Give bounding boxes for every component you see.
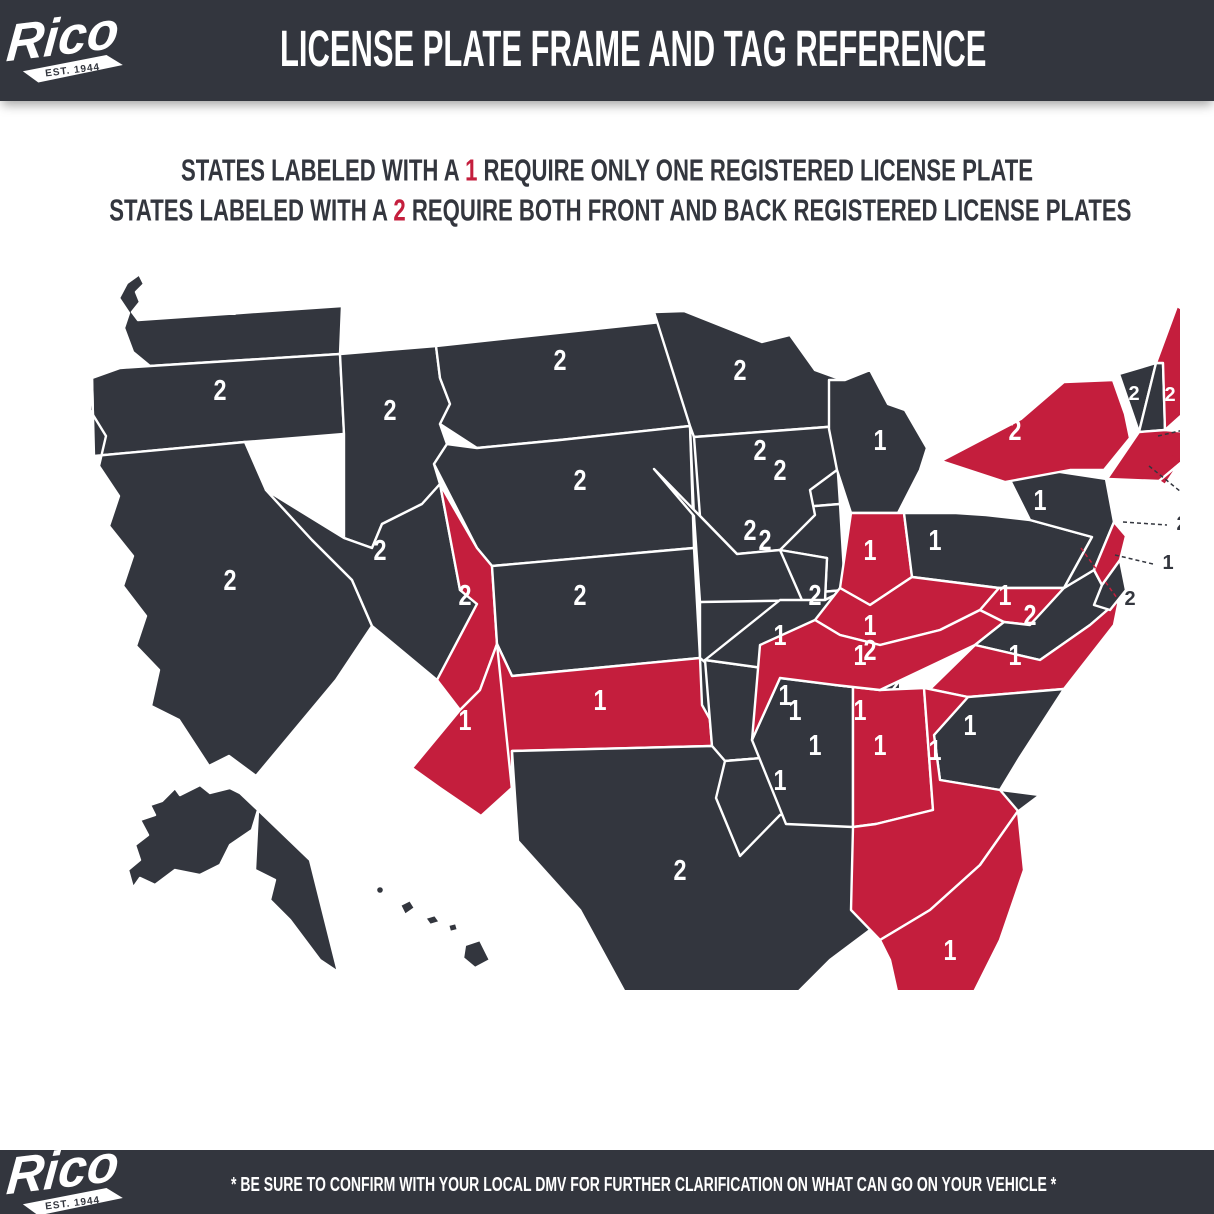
svg-text:1: 1 [943, 934, 956, 967]
svg-text:1: 1 [853, 694, 866, 727]
svg-text:1: 1 [863, 609, 876, 642]
svg-text:2: 2 [733, 354, 746, 387]
svg-text:2: 2 [243, 834, 256, 867]
svg-text:2: 2 [773, 454, 786, 487]
svg-text:2: 2 [758, 524, 771, 557]
svg-text:1: 1 [873, 729, 886, 762]
svg-text:2: 2 [1128, 383, 1139, 405]
svg-text:1: 1 [998, 579, 1011, 612]
svg-text:2: 2 [1124, 588, 1135, 610]
svg-text:2: 2 [573, 464, 586, 497]
svg-text:2: 2 [223, 564, 236, 597]
svg-text:2: 2 [473, 864, 486, 897]
svg-text:2: 2 [213, 374, 226, 407]
svg-text:2: 2 [573, 579, 586, 612]
svg-text:1: 1 [458, 704, 471, 737]
svg-text:1: 1 [928, 734, 941, 767]
svg-text:2: 2 [1164, 384, 1175, 406]
svg-text:2: 2 [1008, 414, 1021, 447]
svg-text:2: 2 [673, 854, 686, 887]
svg-text:2: 2 [553, 344, 566, 377]
svg-text:2: 2 [1023, 599, 1036, 632]
svg-text:1: 1 [873, 424, 886, 457]
svg-text:1: 1 [863, 534, 876, 567]
svg-text:1: 1 [1008, 639, 1021, 672]
svg-text:1: 1 [1033, 484, 1046, 517]
svg-text:1: 1 [773, 764, 786, 797]
svg-text:2: 2 [383, 394, 396, 427]
svg-text:1: 1 [773, 619, 786, 652]
svg-text:2: 2 [373, 534, 386, 567]
svg-text:1: 1 [593, 684, 606, 717]
svg-text:2: 2 [1176, 513, 1180, 535]
svg-text:2: 2 [458, 579, 471, 612]
svg-text:2: 2 [808, 579, 821, 612]
svg-text:1: 1 [853, 639, 866, 672]
svg-text:1: 1 [808, 729, 821, 762]
svg-text:2: 2 [223, 289, 236, 322]
svg-text:1: 1 [963, 709, 976, 742]
svg-text:1: 1 [778, 679, 791, 712]
svg-text:1: 1 [1162, 552, 1173, 574]
svg-text:2: 2 [753, 434, 766, 467]
svg-text:1: 1 [928, 524, 941, 557]
svg-text:2: 2 [743, 514, 756, 547]
